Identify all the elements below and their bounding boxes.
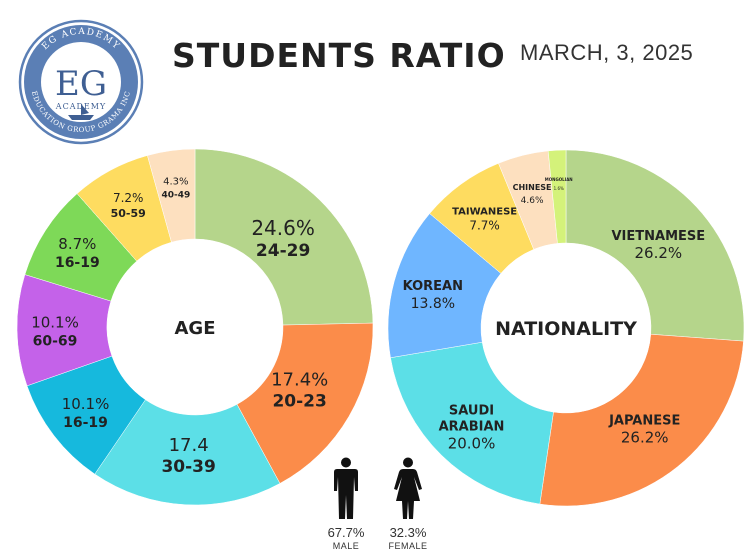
age-value-label-5: 8.7% [58,235,96,253]
female-icon [394,457,422,519]
logo-ship-icon [68,115,94,120]
page-title: STUDENTS RATIO [172,36,506,75]
age-category-label-1: 20-23 [272,392,326,412]
nationality-center-title: NATIONALITY [495,318,637,340]
nationality-category-label-4: TAIWANESE [452,207,517,218]
nationality-slice-vietnamese [565,149,745,342]
female-percentage: 32.3% [389,525,427,540]
age-value-label-7: 4.3% [163,176,188,187]
age-donut-chart: 24.6%24-29 17.4%20-23 17.430-39 10.1% 16-19 1… [16,148,374,506]
nationality-value-label-5: 4.6% [521,196,544,206]
age-category-label-5: 16-19 [55,255,100,271]
nationality-category-label-6: MONGOLIAN [545,177,573,182]
age-value-label-3: 10.1% [62,395,110,413]
gender-male: 67.7% MALE [318,525,374,551]
age-slice-24-29 [194,148,374,326]
nationality-value-label-4: 7.7% [469,219,500,233]
nationality-category-label-0: VIETNAMESE [611,229,705,244]
report-date: MARCH, 3, 2025 [520,40,694,65]
male-label: MALE [332,541,360,551]
nationality-slice-mongolian [547,149,567,244]
age-value-label-2: 17.4 [169,435,209,456]
age-center-title: AGE [174,318,215,339]
logo-monogram: EG [55,64,107,104]
age-value-label-0: 24.6% [251,216,315,240]
age-category-label-6: 50-59 [111,207,146,220]
nationality-value-label-1: 26.2% [621,428,669,446]
age-value-label-1: 17.4% [271,370,328,391]
age-slice-20-23 [236,322,374,484]
logo-sail-icon [81,104,89,115]
nationality-value-label-6: 1.6% [554,186,564,191]
nationality-category-label-3: KOREAN [403,279,463,294]
age-value-label-4: 10.1% [31,314,79,332]
male-percentage: 67.7% [327,525,365,540]
age-slice-30-39 [94,399,281,506]
gender-female: 32.3% FEMALE [380,525,436,551]
age-category-label-4: 60-69 [33,334,78,350]
age-slice-40-49 [147,148,196,243]
nationality-category-label-2-0: SAUDI [449,404,494,419]
age-category-label-0: 24-29 [256,241,310,261]
nationality-value-label-3: 13.8% [411,296,455,312]
female-label: FEMALE [388,541,428,551]
age-value-label-6: 7.2% [113,191,144,205]
nationality-donut-chart: VIETNAMESE26.2%JAPANESE26.2%SAUDIARABIAN… [387,149,745,507]
nationality-value-label-2: 20.0% [448,435,496,453]
nationality-value-label-0: 26.2% [634,244,682,262]
nationality-category-label-5: CHINESE [513,183,552,192]
nationality-category-label-1: JAPANESE [608,413,680,428]
age-category-label-3: 16-19 [63,415,108,431]
nationality-slice-saudi-arabian [390,341,554,505]
male-icon [334,457,358,519]
nationality-category-label-2-1: ARABIAN [439,420,505,435]
logo-inner-word: ACADEMY [55,102,106,111]
nationality-slice-japanese [539,333,744,507]
age-category-label-2: 30-39 [161,457,215,477]
age-category-label-7: 40-49 [161,190,190,200]
eg-academy-logo: EG ACADEMY EDUCATION GROUP GRAMA INC EG … [18,19,144,145]
